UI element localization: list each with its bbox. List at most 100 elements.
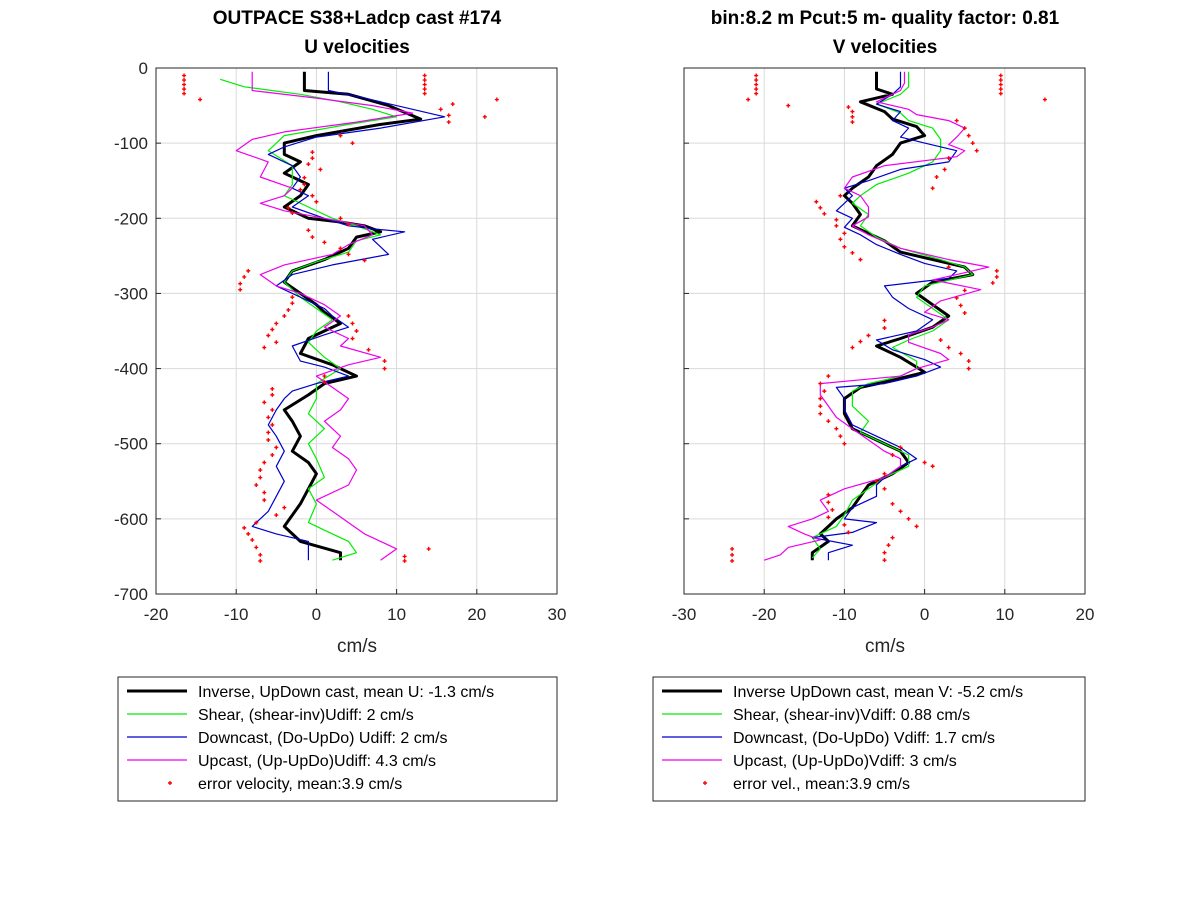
error-point	[274, 445, 279, 450]
error-point	[254, 483, 259, 488]
u-velocity-panel: OUTPACE S38+Ladcp cast #174 U velocities…	[114, 8, 566, 802]
error-point	[382, 359, 387, 364]
error-point	[258, 475, 263, 480]
error-point	[934, 174, 939, 179]
error-point	[882, 486, 887, 491]
error-point	[362, 258, 367, 263]
error-point	[942, 167, 947, 172]
error-point	[286, 307, 291, 312]
error-point	[1042, 97, 1047, 102]
error-point	[350, 141, 355, 146]
error-point	[850, 120, 855, 125]
legend-swatch	[703, 781, 707, 785]
error-point	[450, 102, 455, 107]
error-point	[318, 167, 323, 172]
y-tick-label: -300	[114, 284, 148, 303]
error-point	[858, 339, 863, 344]
error-point	[310, 193, 315, 198]
u-panel-subtitle: U velocities	[304, 37, 410, 58]
error-point	[850, 114, 855, 119]
error-point	[422, 78, 427, 83]
error-point	[310, 150, 315, 155]
error-point	[346, 222, 351, 227]
error-point	[350, 336, 355, 341]
error-point	[290, 301, 295, 306]
error-point	[382, 366, 387, 371]
error-point	[254, 520, 259, 525]
u-panel-plot-area	[182, 71, 499, 563]
error-point	[842, 441, 847, 446]
error-point	[494, 97, 499, 102]
error-velocity-points	[730, 73, 1047, 563]
error-point	[818, 404, 823, 409]
error-point	[446, 113, 451, 118]
error-point	[250, 537, 255, 542]
error-point	[262, 400, 267, 405]
error-point	[302, 175, 307, 180]
error-point	[730, 546, 735, 551]
error-point	[246, 268, 251, 273]
y-tick-label: -200	[114, 209, 148, 228]
y-tick-label: -600	[114, 510, 148, 529]
series-line-2	[811, 71, 958, 561]
error-point	[850, 250, 855, 255]
x-tick-label: 0	[920, 605, 929, 624]
error-point	[274, 513, 279, 518]
error-point	[270, 407, 275, 412]
error-point	[930, 186, 935, 191]
error-point	[962, 126, 967, 131]
error-point	[818, 411, 823, 416]
legend-label: Upcast, (Up-UpDo)Udiff: 4.3 cm/s	[198, 753, 436, 770]
x-tick-label: -30	[672, 605, 697, 624]
error-point	[262, 460, 267, 465]
legend-label: error vel., mean:3.9 cm/s	[733, 776, 910, 793]
error-point	[754, 78, 759, 83]
x-tick-label: 0	[312, 605, 321, 624]
error-point	[818, 205, 823, 210]
error-point	[182, 78, 187, 83]
error-point	[882, 550, 887, 555]
error-point	[354, 329, 359, 333]
u-panel-ticks: -20 -10 0 10 20 300-100-200-300-400-500-600-7…	[114, 59, 566, 624]
y-tick-label: -400	[114, 360, 148, 379]
error-point	[730, 552, 735, 557]
error-point	[366, 347, 371, 352]
x-tick-label: -10	[832, 605, 857, 624]
error-point	[286, 205, 291, 210]
error-point	[306, 162, 311, 167]
error-point	[270, 386, 275, 391]
error-point	[290, 295, 295, 300]
error-point	[826, 374, 831, 379]
legend-label: Shear, (shear-inv)Udiff: 2 cm/s	[198, 707, 414, 724]
error-point	[890, 501, 895, 506]
u-panel-axes-box	[155, 67, 558, 595]
error-point	[482, 114, 487, 119]
error-point	[346, 313, 351, 318]
error-point	[270, 452, 275, 457]
series-line-3	[235, 71, 414, 561]
error-point	[338, 246, 343, 251]
error-point	[962, 288, 967, 293]
x-tick-label: 20	[467, 605, 486, 624]
error-point	[238, 287, 243, 292]
error-point	[994, 268, 999, 273]
error-point	[990, 280, 995, 285]
error-point	[426, 546, 431, 551]
error-point	[302, 182, 307, 187]
error-point	[998, 91, 1003, 96]
error-point	[754, 91, 759, 96]
legend-label: Downcast, (Do-UpDo) Vdiff: 1.7 cm/s	[733, 730, 995, 747]
error-point	[266, 415, 271, 420]
legend-label: error velocity, mean:3.9 cm/s	[198, 776, 402, 793]
error-point	[266, 437, 271, 442]
error-point	[898, 509, 903, 514]
series-line-2	[251, 71, 446, 561]
error-point	[962, 310, 967, 315]
x-tick-label: 10	[387, 605, 406, 624]
u-legend-box	[117, 676, 558, 802]
x-tick-label: -20	[144, 605, 169, 624]
error-point	[262, 498, 267, 503]
v-panel-title: bin:8.2 m Pcut:5 m- quality factor: 0.81	[711, 8, 1060, 29]
error-point	[314, 199, 319, 204]
u-panel-title: OUTPACE S38+Ladcp cast #174	[213, 8, 502, 29]
